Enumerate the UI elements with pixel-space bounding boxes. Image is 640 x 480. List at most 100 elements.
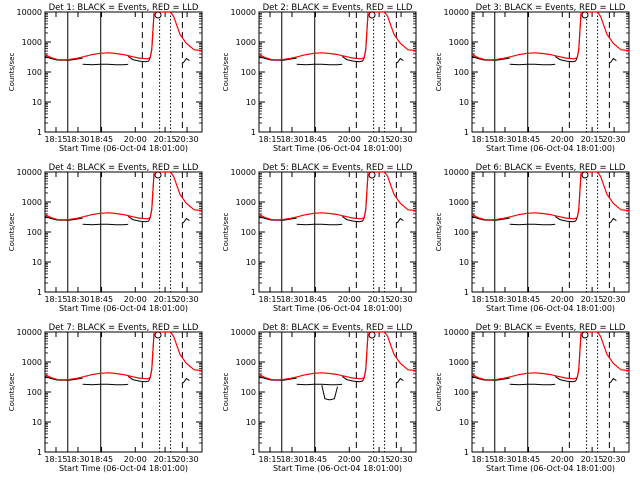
x-tick-label: 20:30 (176, 135, 199, 144)
saturation-marker (154, 11, 162, 19)
x-tick-label: 18:45 (304, 295, 327, 304)
chart-title: Det 1: BLACK = Events, RED = LLD (49, 3, 199, 13)
y-tick-label: 10000 (231, 8, 256, 17)
x-tick-label: 20:00 (551, 455, 574, 464)
x-tick-label: 18:45 (517, 135, 540, 144)
x-tick-label: 20:15 (581, 455, 604, 464)
x-axis-label: Start Time (06-Oct-04 18:01:00) (273, 464, 402, 473)
x-tick-label: 18:15 (471, 295, 494, 304)
y-tick-label: 100 (27, 68, 42, 77)
x-tick-label: 18:15 (258, 135, 281, 144)
events-series-line (609, 57, 617, 64)
y-tick-label: 10000 (231, 328, 256, 337)
y-tick-label: 1 (464, 448, 469, 457)
x-axis-label: Start Time (06-Oct-04 18:01:00) (486, 144, 615, 153)
x-tick-label: 18:30 (66, 135, 89, 144)
y-tick-label: 1000 (236, 38, 256, 47)
lld-series-line (44, 171, 203, 221)
x-axis-label: Start Time (06-Oct-04 18:01:00) (273, 144, 402, 153)
saturation-marker (154, 331, 162, 339)
events-series-line (321, 384, 338, 401)
x-tick-label: 18:45 (517, 295, 540, 304)
lld-series-line (471, 11, 630, 61)
y-tick-label: 10000 (444, 8, 469, 17)
y-tick-label: 100 (241, 228, 256, 237)
y-tick-label: 100 (27, 388, 42, 397)
chart-title: Det 3: BLACK = Events, RED = LLD (476, 3, 626, 13)
y-tick-label: 1000 (22, 38, 42, 47)
x-tick-label: 18:30 (493, 135, 516, 144)
x-tick-label: 18:30 (493, 455, 516, 464)
x-tick-label: 18:15 (44, 135, 67, 144)
y-axis-label: Counts/sec (222, 53, 230, 92)
x-tick-label: 18:45 (304, 455, 327, 464)
x-tick-label: 18:30 (66, 455, 89, 464)
events-series-line (182, 377, 190, 384)
events-series-line (396, 57, 404, 64)
saturation-marker (368, 331, 376, 339)
y-axis-label: Counts/sec (435, 373, 443, 412)
events-series-line (609, 217, 617, 224)
x-tick-label: 18:15 (258, 295, 281, 304)
x-tick-label: 20:15 (581, 135, 604, 144)
x-tick-label: 20:00 (124, 295, 147, 304)
x-tick-label: 20:30 (176, 295, 199, 304)
x-tick-label: 18:45 (90, 295, 113, 304)
x-tick-label: 18:15 (44, 455, 67, 464)
x-axis-label: Start Time (06-Oct-04 18:01:00) (486, 464, 615, 473)
x-axis-label: Start Time (06-Oct-04 18:01:00) (273, 304, 402, 313)
events-series-line (127, 171, 163, 223)
y-axis-label: Counts/sec (222, 213, 230, 252)
chart-title: Det 7: BLACK = Events, RED = LLD (49, 323, 199, 333)
events-series-line (609, 377, 617, 384)
lld-series-line (44, 11, 203, 61)
y-tick-label: 1000 (236, 358, 256, 367)
x-tick-label: 20:15 (368, 135, 391, 144)
chart-title: Det 2: BLACK = Events, RED = LLD (263, 3, 413, 13)
y-axis-label: Counts/sec (8, 373, 16, 412)
x-axis-label: Start Time (06-Oct-04 18:01:00) (59, 144, 188, 153)
y-tick-label: 1 (37, 448, 42, 457)
x-tick-label: 20:15 (154, 135, 177, 144)
x-tick-label: 18:15 (471, 135, 494, 144)
x-tick-label: 18:15 (258, 455, 281, 464)
x-tick-label: 20:15 (154, 295, 177, 304)
y-tick-label: 1 (37, 288, 42, 297)
x-tick-label: 18:15 (44, 295, 67, 304)
y-tick-label: 1000 (449, 198, 469, 207)
saturation-marker (154, 171, 162, 179)
x-tick-label: 20:30 (390, 295, 413, 304)
x-axis-label: Start Time (06-Oct-04 18:01:00) (59, 304, 188, 313)
x-tick-label: 20:15 (154, 455, 177, 464)
y-axis-label: Counts/sec (435, 213, 443, 252)
y-tick-label: 1000 (22, 198, 42, 207)
chart-title: Det 6: BLACK = Events, RED = LLD (476, 163, 626, 173)
x-tick-label: 20:15 (581, 295, 604, 304)
y-tick-label: 10 (246, 418, 256, 427)
x-tick-label: 18:15 (471, 455, 494, 464)
x-tick-label: 20:00 (551, 295, 574, 304)
x-tick-label: 20:00 (338, 135, 361, 144)
events-series-line (554, 331, 590, 383)
x-tick-label: 20:30 (390, 455, 413, 464)
lld-series-line (471, 331, 630, 381)
chart-title: Det 9: BLACK = Events, RED = LLD (476, 323, 626, 333)
x-tick-label: 20:30 (176, 455, 199, 464)
x-tick-label: 18:30 (66, 295, 89, 304)
x-axis-label: Start Time (06-Oct-04 18:01:00) (486, 304, 615, 313)
y-tick-label: 1 (251, 128, 256, 137)
y-tick-label: 10 (459, 258, 469, 267)
y-axis-label: Counts/sec (435, 53, 443, 92)
chart-title: Det 4: BLACK = Events, RED = LLD (49, 163, 199, 173)
chart-title: Det 5: BLACK = Events, RED = LLD (263, 163, 413, 173)
y-axis-label: Counts/sec (8, 53, 16, 92)
lld-series-line (44, 331, 203, 381)
y-axis-label: Counts/sec (8, 213, 16, 252)
events-series-line (341, 11, 377, 63)
y-tick-label: 1000 (449, 38, 469, 47)
